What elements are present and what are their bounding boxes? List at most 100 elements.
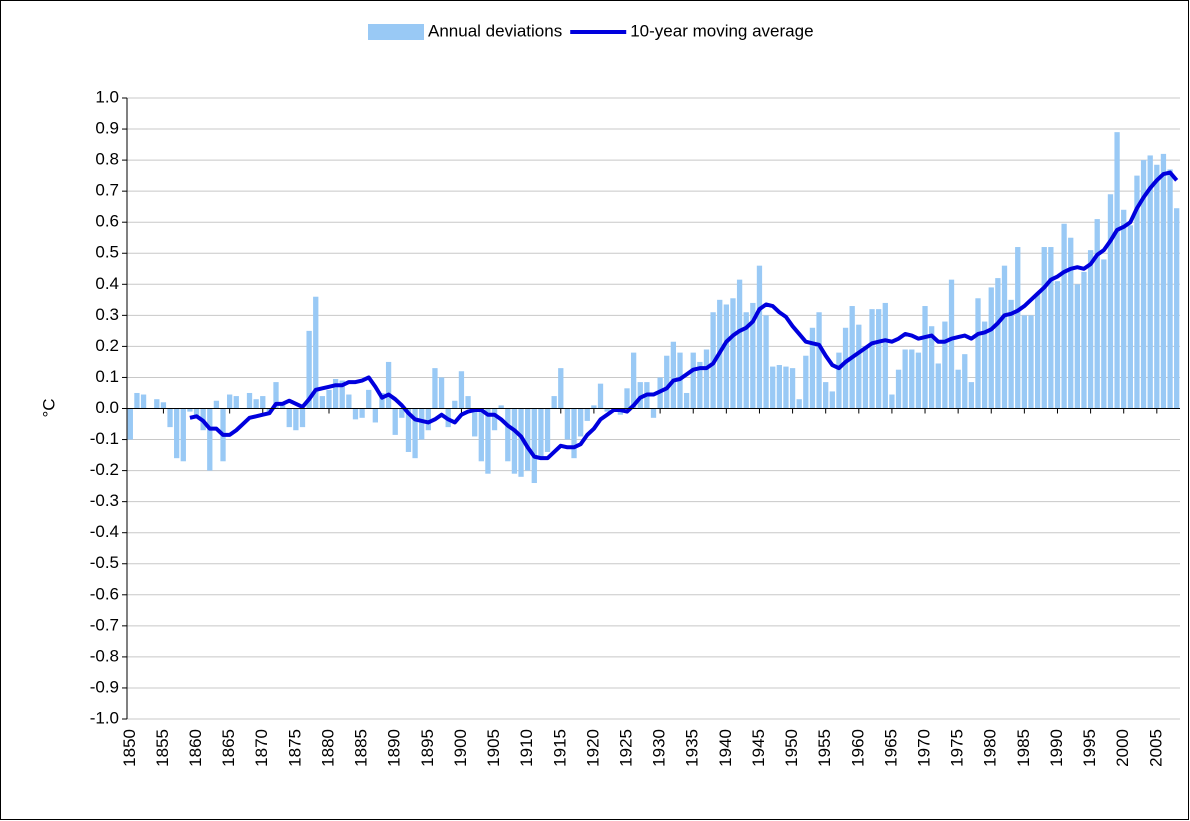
x-tick-label: 1870 (252, 729, 271, 767)
bar (670, 341, 677, 409)
bar (776, 365, 782, 409)
bar (491, 408, 498, 431)
bar (697, 361, 703, 409)
x-tick-label: 1985 (1014, 729, 1033, 767)
bar (664, 355, 670, 409)
bar (1107, 194, 1114, 409)
bar (736, 279, 743, 409)
x-tick-label: 1920 (583, 729, 602, 767)
bar (359, 408, 365, 418)
bar (584, 408, 590, 421)
bar (193, 408, 200, 418)
bar (1134, 175, 1140, 409)
x-tick-label: 1855 (153, 729, 172, 767)
bar (174, 408, 180, 459)
x-tick-label: 1885 (352, 729, 371, 767)
bar (154, 399, 160, 409)
bar (995, 278, 1001, 409)
bar (1160, 153, 1167, 409)
x-tick-label: 1980 (981, 729, 1000, 767)
y-tick-label: 0.9 (95, 119, 119, 138)
bar (895, 369, 902, 409)
bar (770, 366, 776, 409)
x-tick-label: 1905 (484, 729, 503, 767)
bar (438, 377, 445, 409)
bar (379, 392, 385, 409)
bar (975, 298, 981, 409)
bar (882, 302, 888, 409)
bar (683, 392, 690, 409)
bar (869, 309, 875, 409)
bar (750, 302, 756, 409)
x-tick-label: 1960 (848, 729, 867, 767)
bar (339, 380, 345, 409)
bar (756, 265, 763, 409)
bar (909, 349, 915, 409)
bar (948, 279, 955, 409)
bar (558, 368, 564, 409)
y-tick-label: 0.0 (95, 398, 119, 417)
bar (419, 408, 425, 440)
bar (498, 405, 504, 409)
bar (286, 408, 292, 428)
bar (591, 405, 597, 409)
bar (730, 298, 736, 409)
bar (306, 330, 312, 409)
bar (1101, 259, 1107, 409)
x-tick-label: 2005 (1146, 729, 1165, 767)
y-tick-label: -0.7 (90, 615, 119, 634)
y-tick-label: -1.0 (90, 708, 119, 727)
x-tick-label: 1955 (815, 729, 834, 767)
bar (597, 383, 604, 409)
bar (571, 408, 577, 459)
bar (856, 324, 862, 409)
bar (352, 408, 359, 420)
bar (1094, 219, 1100, 409)
bar (1081, 271, 1087, 409)
bar (299, 408, 306, 428)
x-tick-label: 1950 (782, 729, 801, 767)
bar (1015, 247, 1021, 409)
bar (915, 352, 922, 409)
bar (1087, 250, 1094, 409)
x-tick-label: 1860 (186, 729, 205, 767)
y-tick-label: -0.2 (90, 460, 119, 479)
y-tick-label: -0.8 (90, 646, 119, 665)
bar (187, 408, 193, 412)
bar (942, 321, 948, 409)
bar (783, 366, 789, 409)
bar (763, 315, 769, 409)
bar (432, 368, 438, 409)
x-tick-label: 1940 (716, 729, 735, 767)
bar (829, 391, 835, 409)
bar (637, 382, 643, 409)
x-tick-label: 1995 (1080, 729, 1099, 767)
bar (385, 361, 392, 409)
bar (981, 321, 988, 409)
bar (478, 408, 484, 462)
bar (458, 371, 465, 409)
x-tick-label: 1895 (418, 729, 437, 767)
bar (922, 306, 928, 409)
bar (227, 394, 233, 409)
bar (1028, 315, 1034, 409)
bar (313, 296, 319, 409)
bar (1147, 155, 1153, 409)
bar (544, 408, 551, 452)
bar (703, 349, 710, 409)
bar (511, 408, 518, 474)
bar (1001, 265, 1008, 409)
bar (525, 408, 531, 471)
bar (412, 408, 418, 459)
bar (538, 408, 544, 459)
bar (326, 389, 332, 409)
bar (1114, 132, 1120, 409)
bar (803, 355, 809, 409)
bar (690, 352, 696, 409)
x-tick-label: 1945 (749, 729, 768, 767)
x-tick-label: 1890 (385, 729, 404, 767)
bar (465, 396, 471, 409)
bar (1068, 237, 1074, 409)
bar (1041, 247, 1047, 409)
